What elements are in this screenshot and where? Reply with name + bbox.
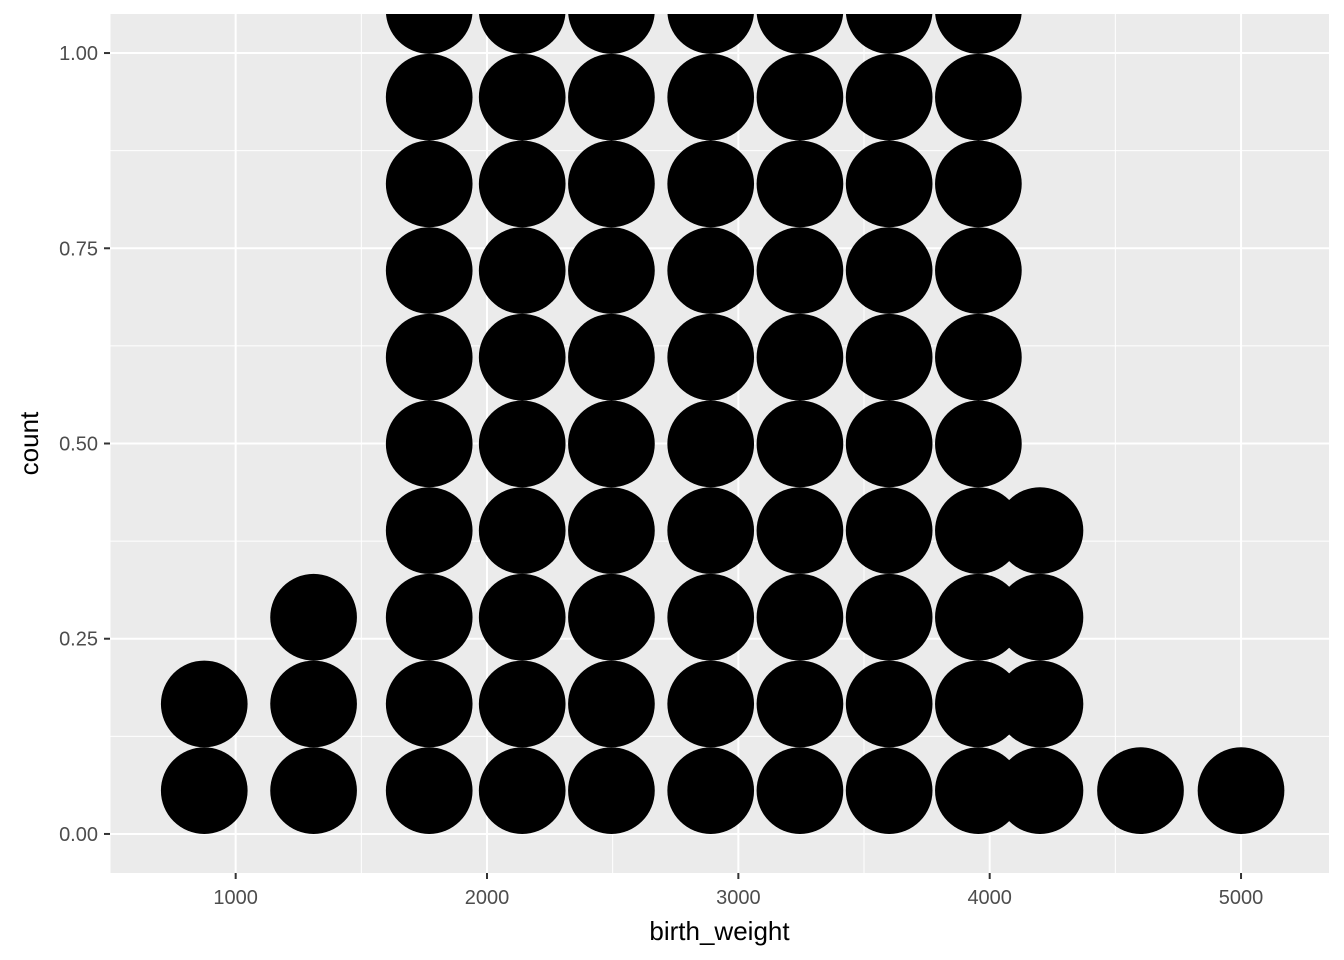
x-tick-label: 1000	[213, 887, 258, 909]
dot	[996, 660, 1084, 748]
dot	[935, 14, 1022, 54]
x-tick-label: 2000	[465, 887, 510, 909]
dot	[1097, 747, 1184, 834]
dot	[935, 53, 1022, 141]
dot	[478, 227, 566, 314]
dot	[667, 53, 755, 141]
dot	[996, 747, 1084, 834]
dot	[845, 573, 933, 661]
dot	[845, 400, 933, 488]
dot	[385, 53, 473, 141]
dot	[845, 487, 933, 574]
dot	[756, 400, 844, 488]
dot	[568, 573, 655, 661]
x-axis: 1000 2000 3000 4000 5000	[213, 873, 1263, 909]
dot	[270, 660, 357, 748]
x-tick-label: 4000	[967, 887, 1012, 909]
dot	[386, 14, 473, 54]
dot	[667, 14, 754, 54]
dot	[385, 660, 473, 748]
dot	[385, 747, 473, 834]
dot	[756, 53, 844, 141]
dot	[756, 487, 844, 574]
dot	[756, 747, 844, 834]
dot	[756, 14, 844, 54]
dot	[478, 660, 566, 748]
dot	[568, 747, 655, 834]
dot	[385, 313, 473, 401]
dot	[568, 14, 655, 54]
x-tick-label: 3000	[716, 887, 761, 909]
dot	[756, 573, 844, 661]
dot	[568, 227, 655, 314]
dot	[935, 313, 1022, 401]
dot	[568, 487, 655, 574]
dot	[935, 140, 1022, 228]
dot	[568, 660, 655, 748]
dot	[160, 660, 248, 748]
y-tick-label: 0.75	[59, 238, 98, 260]
y-tick-label: 0.25	[59, 629, 98, 651]
dot	[667, 660, 755, 748]
dot	[756, 140, 844, 228]
dot-stacks	[160, 14, 1285, 834]
y-tick-label: 0.00	[59, 824, 98, 846]
x-axis-title: birth_weight	[649, 916, 790, 946]
dot	[935, 400, 1022, 488]
dot	[845, 660, 933, 748]
dot	[478, 140, 566, 228]
dot	[568, 53, 655, 141]
dot	[935, 227, 1022, 314]
dot	[667, 487, 755, 574]
dot	[845, 227, 933, 314]
dot	[385, 227, 473, 314]
dot	[478, 313, 566, 401]
dot	[478, 400, 566, 488]
dot	[756, 227, 844, 314]
dot	[845, 313, 933, 401]
dot	[385, 573, 473, 661]
dot	[756, 660, 844, 748]
dot	[996, 573, 1084, 661]
dot	[1197, 747, 1285, 834]
dot	[996, 487, 1084, 574]
dot	[935, 660, 1022, 748]
dot	[160, 747, 248, 834]
dot	[935, 487, 1022, 574]
dot	[845, 14, 933, 54]
dot	[568, 313, 655, 401]
dot	[478, 53, 566, 141]
dot	[568, 400, 655, 488]
dot	[667, 227, 755, 314]
dot	[935, 573, 1022, 661]
dot	[667, 140, 755, 228]
dot	[935, 747, 1022, 834]
dot	[845, 747, 933, 834]
dot	[385, 140, 473, 228]
dot	[845, 53, 933, 141]
dot	[756, 313, 844, 401]
dot	[667, 747, 755, 834]
dot	[568, 140, 655, 228]
dot	[667, 573, 755, 661]
dot	[479, 14, 566, 54]
dot	[270, 573, 357, 661]
dot	[270, 747, 357, 834]
dot	[385, 487, 473, 574]
dot	[667, 313, 755, 401]
dot	[845, 140, 933, 228]
dot	[385, 400, 473, 488]
x-tick-label: 5000	[1219, 887, 1264, 909]
dot	[478, 747, 566, 834]
y-tick-label: 0.50	[59, 434, 98, 456]
y-tick-label: 1.00	[59, 43, 98, 65]
dot	[667, 400, 755, 488]
y-axis: 0.00 0.25 0.50 0.75 1.00	[59, 43, 110, 846]
dot	[478, 573, 566, 661]
dot	[478, 487, 566, 574]
y-axis-title: count	[14, 411, 44, 475]
